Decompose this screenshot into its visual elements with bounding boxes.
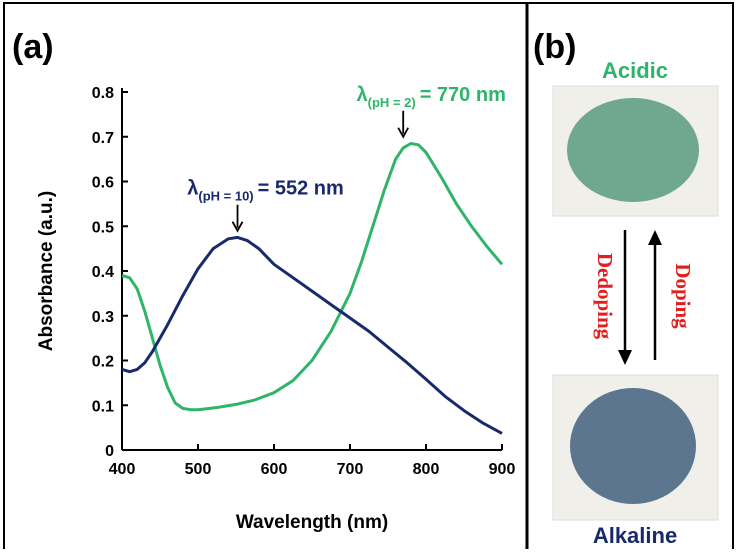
process-label: Doping bbox=[671, 263, 695, 329]
y-axis-label: Absorbance (a.u.) bbox=[36, 191, 57, 351]
film-acidic bbox=[567, 98, 699, 202]
annotation-part: λ bbox=[357, 84, 368, 106]
y-tick-label: 0.5 bbox=[92, 219, 114, 236]
photo-caption: Alkaline bbox=[593, 523, 677, 548]
y-tick-label: 0.4 bbox=[92, 264, 114, 281]
y-tick-label: 0.3 bbox=[92, 309, 114, 326]
annotation-part: (pH = 10) bbox=[198, 189, 253, 204]
y-tick-label: 0.6 bbox=[92, 175, 114, 192]
x-tick-label: 800 bbox=[413, 461, 440, 478]
annotation: λ(pH = 10) = 552 nm bbox=[187, 178, 344, 204]
annotation-part: = 770 nm bbox=[420, 84, 506, 106]
panel-label: (a) bbox=[12, 28, 54, 66]
figure: (a) Wavelength (nm) Absorbance (a.u.) (b… bbox=[0, 0, 737, 549]
x-tick-label: 700 bbox=[337, 461, 364, 478]
x-axis-label: Wavelength (nm) bbox=[236, 512, 388, 533]
process-label: Dedoping bbox=[593, 253, 617, 340]
x-tick-label: 600 bbox=[261, 461, 288, 478]
panel-label: (b) bbox=[533, 28, 576, 66]
annotation-part: λ bbox=[187, 178, 198, 200]
y-tick-label: 0.1 bbox=[92, 398, 114, 415]
annotation-part: = 552 nm bbox=[258, 178, 344, 200]
x-tick-label: 400 bbox=[109, 461, 136, 478]
annotation-part: (pH = 2) bbox=[368, 95, 416, 110]
arrow-head bbox=[648, 230, 662, 245]
annotation: λ(pH = 2) = 770 nm bbox=[357, 84, 506, 110]
arrow-head bbox=[618, 350, 632, 365]
y-tick-label: 0 bbox=[105, 443, 114, 460]
x-tick-label: 500 bbox=[185, 461, 212, 478]
x-tick-label: 900 bbox=[489, 461, 516, 478]
film-alkaline bbox=[570, 388, 696, 504]
y-tick-label: 0.2 bbox=[92, 354, 114, 371]
photo-caption: Acidic bbox=[602, 58, 668, 83]
y-tick-label: 0.7 bbox=[92, 130, 114, 147]
y-tick-label: 0.8 bbox=[92, 85, 114, 102]
